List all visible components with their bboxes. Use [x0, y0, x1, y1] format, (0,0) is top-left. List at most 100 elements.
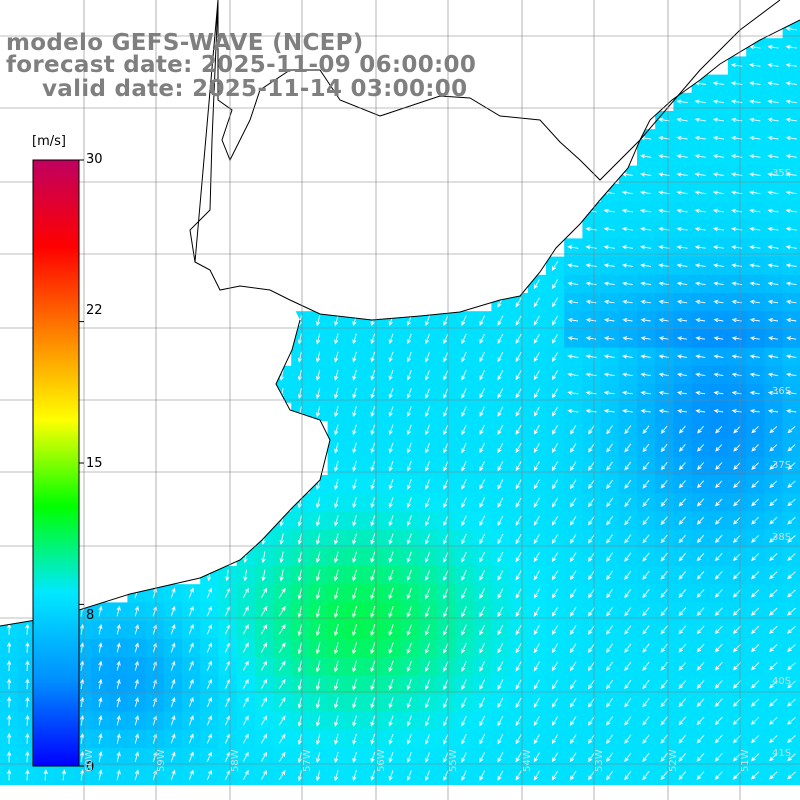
wind-arrow	[352, 569, 357, 582]
wind-arrow	[606, 479, 613, 490]
wind-arrow	[642, 661, 650, 672]
wind-arrow	[695, 372, 706, 377]
wind-arrow	[352, 406, 357, 418]
wind-arrow	[749, 390, 760, 396]
wind-arrow	[714, 534, 723, 544]
wind-arrow	[551, 716, 559, 726]
wind-arrow	[334, 315, 339, 327]
wind-arrow	[624, 516, 632, 526]
wind-arrow	[370, 678, 376, 691]
wind-arrow	[551, 261, 559, 271]
wind-arrow	[315, 333, 321, 345]
wind-arrow	[497, 570, 504, 581]
wind-arrow	[515, 424, 522, 435]
wind-arrow	[188, 624, 194, 635]
wind-arrow	[785, 208, 797, 213]
wind-arrow	[334, 770, 339, 782]
wind-arrow	[134, 715, 139, 726]
wind-arrow	[443, 442, 449, 454]
wind-arrow	[750, 589, 760, 598]
wind-arrow	[676, 117, 688, 122]
wind-arrow	[425, 460, 431, 472]
wind-arrow	[585, 299, 597, 304]
wind-arrow	[424, 551, 431, 563]
wind-arrow	[533, 697, 540, 708]
wind-arrow	[749, 63, 761, 68]
wind-arrow	[6, 732, 12, 745]
wind-arrow	[769, 589, 778, 598]
wind-arrow	[479, 479, 486, 490]
wind-arrow	[767, 63, 779, 68]
wind-arrow	[551, 315, 559, 326]
wind-arrow	[98, 642, 103, 653]
wind-arrow	[694, 99, 706, 104]
wind-arrow	[696, 607, 705, 617]
wind-arrow	[713, 263, 724, 268]
wind-arrow	[712, 208, 724, 213]
wind-arrow	[297, 733, 302, 746]
wind-arrow	[388, 697, 394, 709]
wind-arrow	[787, 698, 796, 707]
wind-arrow	[588, 516, 595, 526]
wind-arrow	[785, 390, 797, 396]
wind-arrow	[588, 716, 595, 726]
wind-arrow	[297, 551, 302, 564]
wind-arrow	[334, 515, 339, 527]
wind-arrow	[479, 570, 486, 581]
wind-arrow	[713, 409, 724, 414]
wind-arrow	[461, 770, 467, 781]
wind-arrow	[425, 442, 431, 454]
wind-arrow	[134, 678, 139, 689]
wind-arrow	[730, 154, 743, 159]
wind-arrow	[479, 770, 486, 781]
wind-arrow	[712, 154, 725, 159]
wind-arrow	[134, 697, 139, 708]
wind-arrow	[732, 643, 742, 653]
wind-arrow	[696, 716, 705, 726]
wind-arrow	[551, 406, 559, 417]
wind-arrow	[660, 589, 668, 599]
wind-arrow	[787, 735, 796, 743]
wind-arrow	[642, 716, 650, 726]
wind-arrow	[334, 351, 339, 363]
wind-arrow	[80, 696, 85, 708]
wind-arrow	[658, 372, 669, 377]
wind-arrow	[6, 678, 12, 690]
wind-arrow	[515, 297, 522, 308]
wind-arrow	[352, 388, 357, 399]
wind-arrow	[388, 460, 394, 472]
wind-arrow	[533, 679, 540, 690]
wind-arrow	[622, 408, 633, 414]
wind-arrow	[624, 770, 632, 781]
wind-arrow	[714, 680, 723, 689]
wind-arrow	[297, 770, 302, 782]
wind-arrow	[588, 679, 595, 690]
wind-arrow	[188, 642, 194, 653]
wind-arrow	[606, 516, 613, 526]
wind-arrow	[676, 208, 688, 213]
wind-arrow	[297, 351, 303, 363]
wind-arrow	[714, 752, 723, 762]
wind-arrow	[585, 245, 597, 250]
wind-arrow	[424, 642, 431, 655]
wind-arrow	[677, 408, 687, 414]
wind-arrow	[461, 497, 467, 508]
wind-arrow	[731, 208, 743, 213]
lon-label-56w: 56W	[376, 749, 387, 772]
wind-arrow	[642, 461, 650, 471]
wind-arrow	[297, 388, 303, 400]
wind-arrow	[479, 661, 486, 672]
wind-arrow	[660, 752, 668, 762]
wind-arrow	[750, 643, 760, 653]
wind-arrow	[767, 99, 779, 104]
model-title: modelo GEFS-WAVE (NCEP)	[6, 30, 364, 56]
wind-arrow	[260, 770, 268, 780]
wind-arrow	[749, 281, 761, 286]
wind-arrow	[567, 372, 579, 377]
wind-arrow	[461, 715, 467, 727]
wind-arrow	[785, 190, 797, 195]
wind-arrow	[533, 479, 540, 490]
wind-arrow	[315, 515, 321, 527]
wind-arrow	[497, 315, 504, 326]
wind-arrow	[334, 660, 339, 673]
